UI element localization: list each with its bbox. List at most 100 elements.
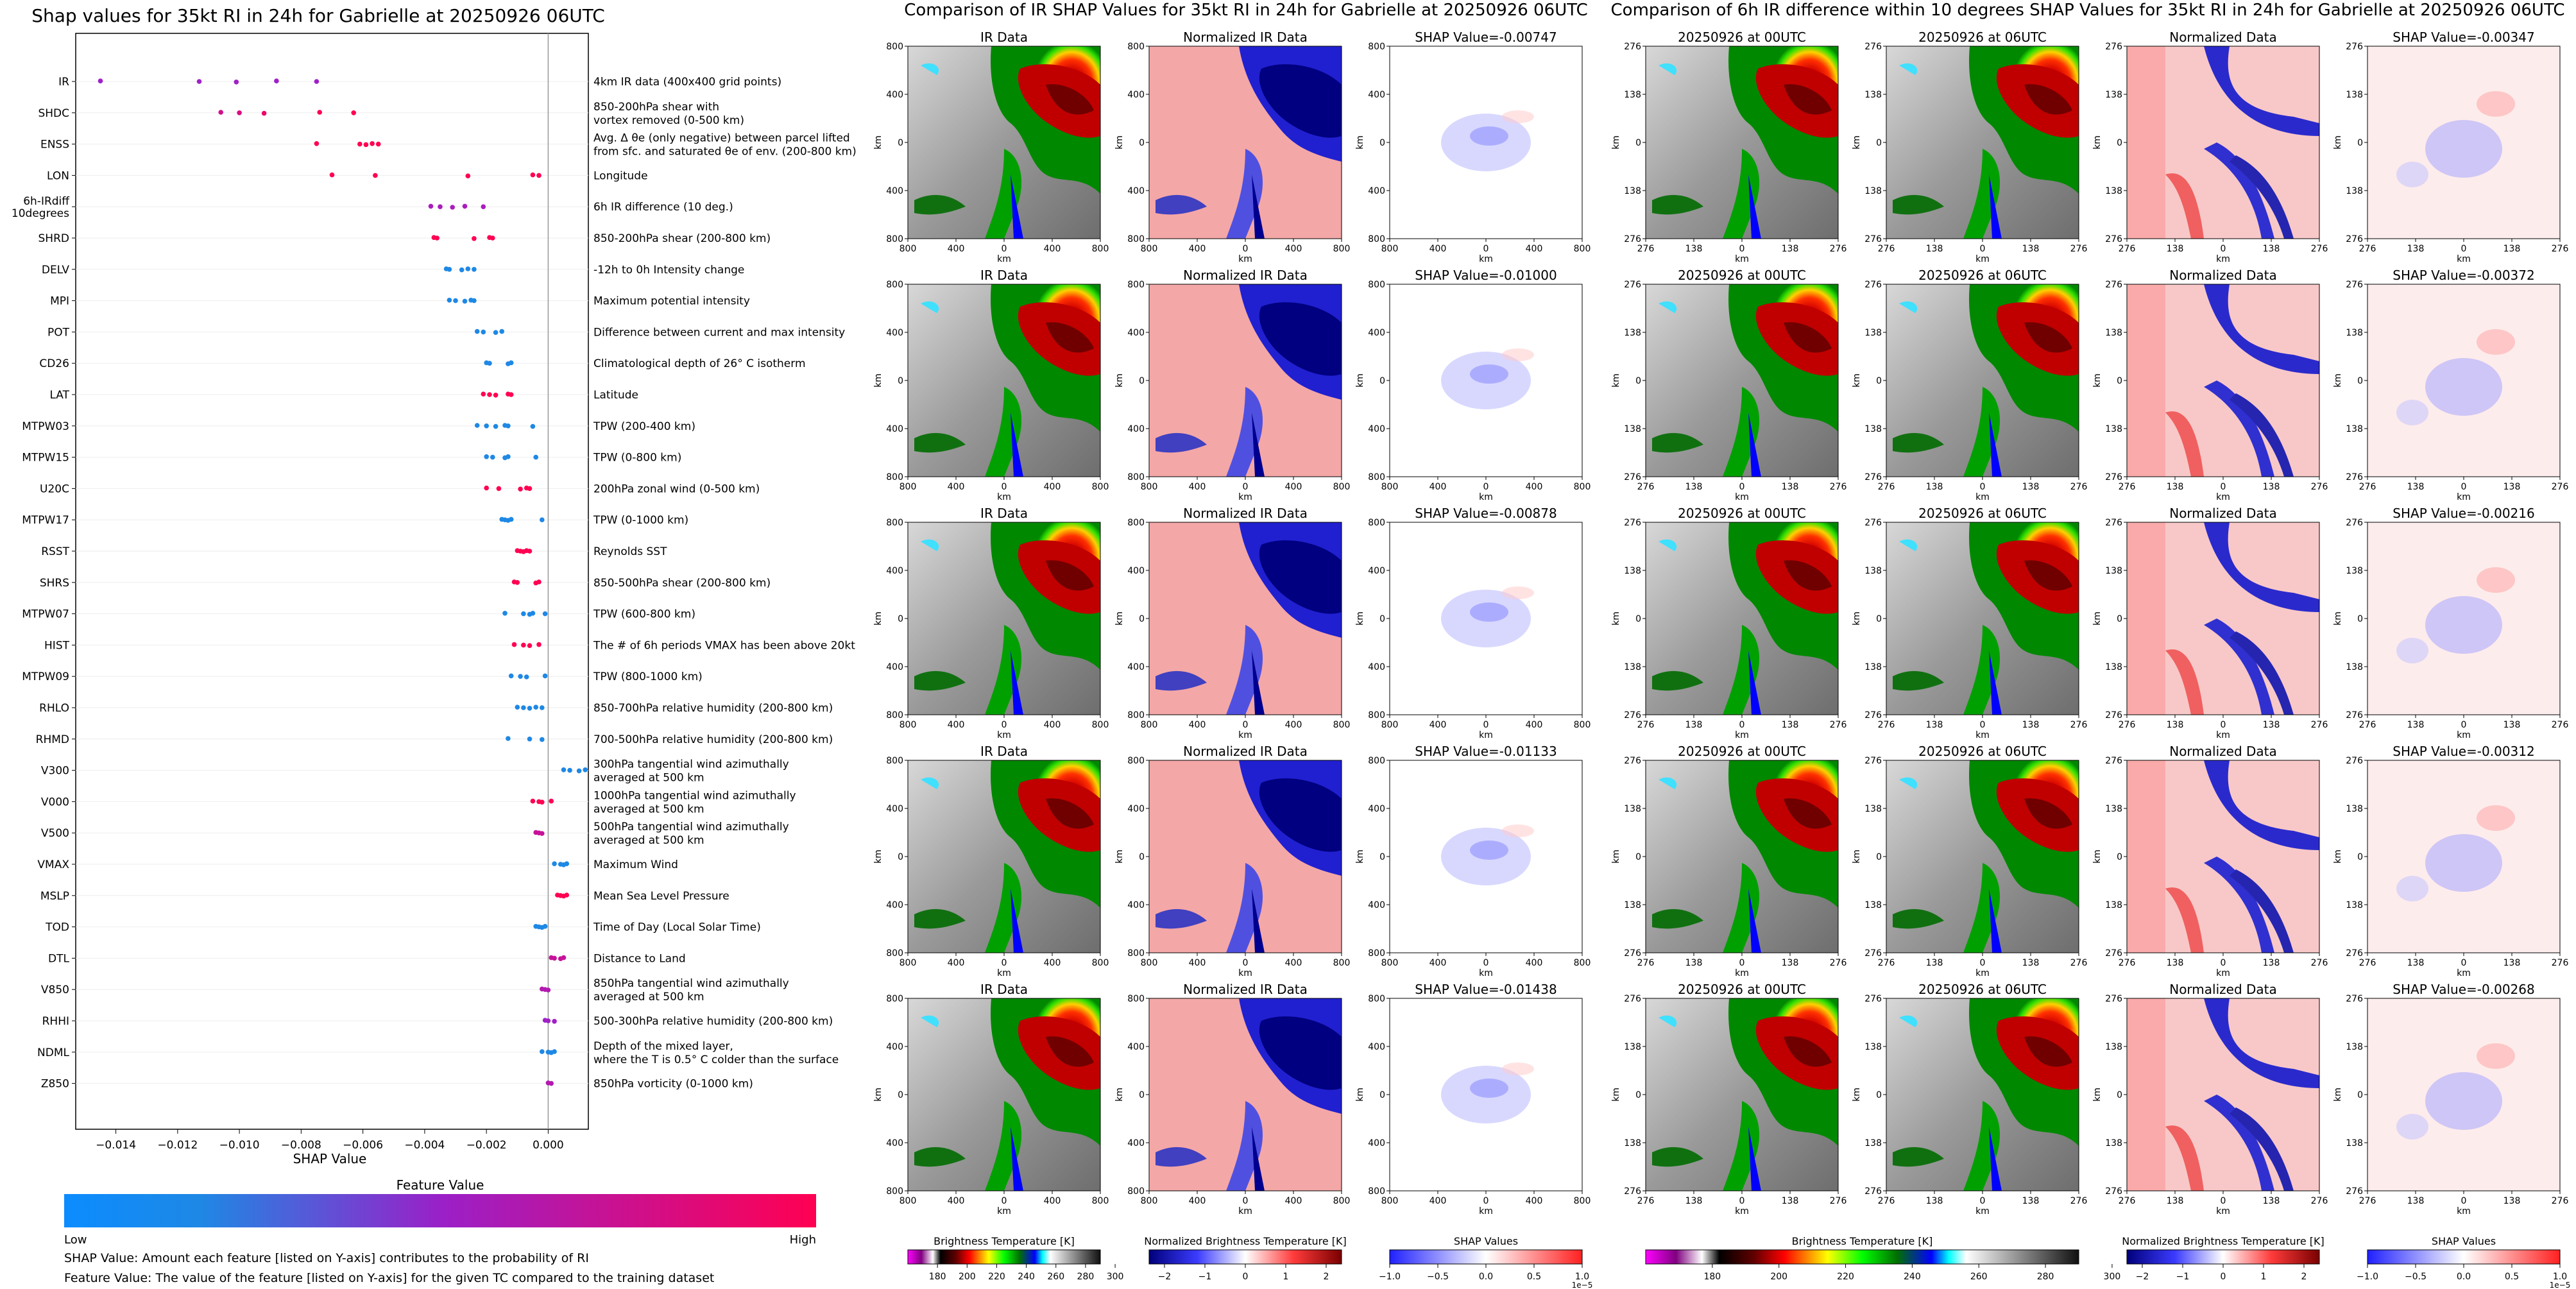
x-tick-label: 800 [1381,482,1399,492]
shap-point [274,78,279,83]
shap-point [561,767,567,773]
x-tick-label: 276 [2070,482,2088,492]
y-tick-label: 0 [2357,1090,2363,1100]
y-tick-label: 400 [886,804,903,814]
y-tick-label: 0 [2117,614,2122,624]
shap-point [373,173,378,178]
y-tick-label: 0 [898,138,903,148]
x-tick-label: 0 [1980,482,1986,492]
y-tick-label: 800 [1368,280,1385,290]
y-tick-label: 276 [1624,1186,1641,1197]
colorbar-tick-label: −0.5 [1427,1272,1449,1282]
y-tick-label: 400 [1368,328,1385,338]
y-tick-label: 276 [1864,518,1882,528]
x-tick-label: 0 [1243,244,1249,254]
colorbar-tick-label: 280 [1077,1272,1095,1282]
feature-name-line: SHDC [38,107,69,120]
feature-name-line: SHRS [40,577,69,590]
feature-name-label: IR [58,76,69,89]
subplot-title: SHAP Value=-0.01438 [1415,982,1557,997]
subplot-title: 20250926 at 06UTC [1918,744,2047,759]
x-axis-label: km [1479,254,1493,264]
y-tick-label: 138 [2105,900,2122,910]
shap-point [459,267,465,273]
feature-name-line: RHMD [36,733,69,746]
shap-point [472,236,477,241]
shap-point [549,798,554,804]
subplot-image [1390,284,1582,477]
y-tick-label: 400 [886,900,903,910]
subplot-title: SHAP Value=-0.00216 [2393,506,2534,521]
shap-point [237,110,242,115]
colorbar-tick-label: −1 [1198,1272,1212,1282]
x-axis-label: km [2457,1206,2471,1216]
y-tick-label: 138 [1864,900,1882,910]
diff_panel-colorbar: Normalized Brightness Temperature [K] −2 −… [2122,1235,2324,1282]
y-tick-label: 276 [1864,280,1882,290]
x-axis-label: km [1238,968,1252,978]
shap-point [462,203,468,209]
shap-point [518,674,523,679]
y-axis-label: km [1355,135,1365,149]
colorbar-tick-label: 180 [929,1272,946,1282]
y-tick-label: 138 [2105,1138,2122,1148]
y-tick-label: 400 [886,566,903,576]
feature-description: 850-200hPa shear with vortex removed (0-5… [593,101,744,127]
feature-description-line: averaged at 500 km [593,834,704,847]
y-axis-label: km [1355,849,1365,864]
feature-name-label: RHLO [39,702,69,715]
shap-point [552,955,557,961]
shap-point [533,704,538,710]
y-tick-label: 138 [1624,804,1641,814]
feature-name-label: RHMD [36,733,69,746]
feature-name-label: RHHI [42,1015,69,1028]
colorbar-tick-label: 0 [2221,1272,2226,1282]
y-tick-label: 276 [1624,42,1641,52]
subplot-image [1646,760,1838,953]
shap-point [540,737,545,742]
x-tick-label: 276 [2119,720,2136,730]
feature-name-line: LAT [49,389,69,402]
y-tick-label: 800 [1127,280,1145,290]
x-tick-label: 800 [1381,1196,1399,1206]
x-tick-label: 138 [2167,1196,2184,1206]
shap-point [527,549,533,554]
shap-point [540,1049,545,1054]
shap-point [530,611,536,616]
x-tick-label: 0 [2461,720,2467,730]
y-tick-label: 800 [1127,472,1145,482]
y-tick-label: 800 [886,518,903,528]
x-tick-label: 138 [2167,958,2184,968]
y-tick-label: 0 [898,852,903,862]
subplot-image [908,46,1100,239]
diff_panel-subplot: 20250926 at 00UTC 276 138 0 138 276 km 276 138 0 1… [1611,268,1847,502]
y-tick-label: 138 [2346,1042,2363,1052]
subplot-title: IR Data [980,744,1028,759]
colorbar-tick-label: 300 [1107,1272,1124,1282]
y-tick-label: 138 [1624,1138,1641,1148]
x-tick-label: 400 [1285,958,1302,968]
subplot-title: 20250926 at 06UTC [1918,506,2047,521]
subplot-title: SHAP Value=-0.00347 [2393,30,2534,45]
y-tick-label: 0 [2117,852,2122,862]
x-tick-label: 0 [1483,244,1489,254]
shap-point [474,423,480,428]
feature-name-line: RHLO [39,702,69,715]
y-tick-label: 800 [886,234,903,244]
shap-point [481,329,486,335]
subplot-image [908,760,1100,953]
x-tick-label: 276 [2311,958,2328,968]
feature-name-label: MSLP [40,890,69,903]
feature-name-line: MTPW09 [22,670,69,683]
feature-name-line: ENSS [40,139,69,151]
feature-name-line: LON [47,169,69,182]
x-tick-label: −0.006 [343,1139,383,1152]
x-tick-label: 0 [1002,720,1007,730]
feature-description-line: 6h IR difference (10 deg.) [593,201,733,214]
x-tick-label: 276 [1878,482,1895,492]
x-tick-label: 138 [2167,244,2184,254]
diff_panel-subplot: Normalized Data 276 138 0 138 276 km 276 138 0 138… [2092,982,2328,1216]
y-tick-label: 400 [1127,804,1145,814]
feature-description-line: 850hPa tangential wind azimuthally [593,977,789,990]
feature-description: Longitude [593,169,648,182]
